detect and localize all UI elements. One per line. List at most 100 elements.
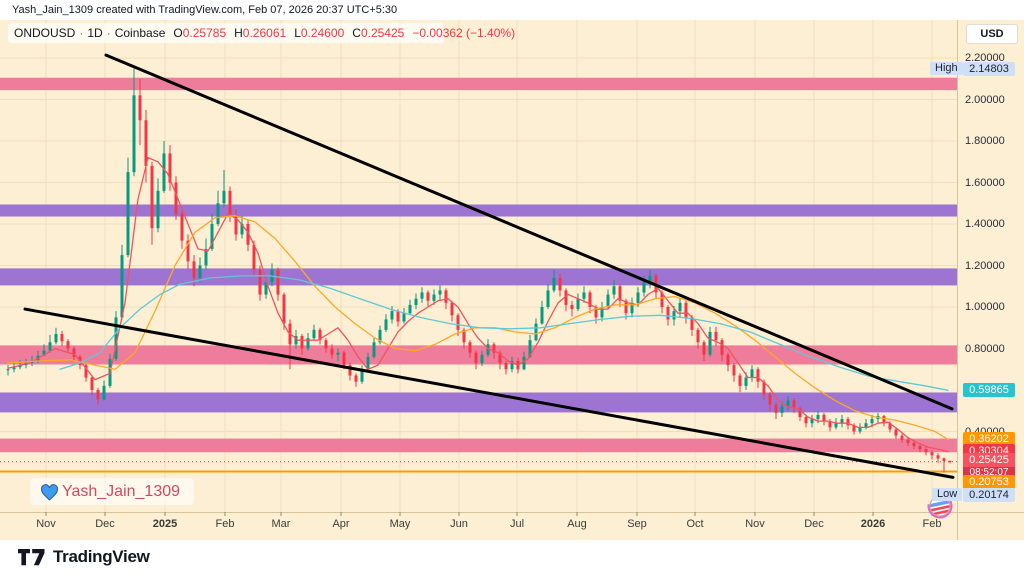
time-scale[interactable]: Nov Dec 2025 Feb Mar Apr May Jun Jul Aug Sep Oct Nov… (0, 512, 958, 538)
price-tick-label: 1.40000 (965, 218, 1005, 230)
time-tick-label: Apr (332, 518, 350, 530)
candle-body (612, 286, 616, 295)
low-key: L (294, 26, 301, 40)
exchange-label: Coinbase (114, 26, 166, 40)
candle-body (402, 313, 406, 322)
candle-body (522, 356, 526, 370)
candle-body (186, 240, 190, 262)
price-scale[interactable]: 2.20000 2.00000 1.80000 1.60000 1.40000 1.200… (958, 20, 1024, 512)
candle-body (840, 419, 844, 424)
candle-body (96, 390, 100, 400)
candle-body (828, 421, 832, 428)
interval-label: 1D (87, 26, 103, 40)
candle-body (294, 336, 298, 345)
candle-body (720, 340, 724, 355)
high-value: 0.26061 (242, 26, 287, 40)
candle-body (54, 333, 58, 343)
candle-body (678, 302, 682, 312)
time-tick-label: May (389, 518, 411, 530)
candle-body (228, 190, 232, 216)
pink-zone[interactable] (0, 345, 957, 365)
candle-body (810, 419, 814, 424)
symbol-name: ONDOUSD (14, 26, 76, 40)
candle-body (822, 414, 826, 422)
currency-unit-button[interactable]: USD (966, 24, 1018, 44)
time-tick-label: Feb (215, 518, 235, 530)
candle-body (888, 423, 892, 430)
candle-body (930, 452, 934, 456)
candle-body (378, 329, 382, 343)
candle-body (210, 224, 214, 249)
attribution-text: Yash_Jain_1309 created with TradingView.… (12, 4, 398, 16)
ma-slow-value-label: 0.59865 (963, 383, 1015, 397)
candle-body (636, 292, 640, 303)
candle-body (942, 458, 946, 461)
candle-body (6, 369, 10, 371)
purple-zone[interactable] (0, 268, 957, 286)
candle-body (786, 400, 790, 407)
candle-body (804, 416, 808, 424)
candle-body (102, 385, 106, 400)
candle-body (492, 344, 496, 353)
candle-body (180, 213, 184, 241)
candle-body (390, 311, 394, 320)
lower-descending-trendline[interactable] (23, 307, 955, 479)
candle-body (816, 414, 820, 420)
ma-slow-line (59, 275, 949, 391)
candle-body (726, 354, 730, 366)
purple-zone[interactable] (0, 392, 957, 413)
candle-body (456, 315, 460, 330)
price-tick-label: 2.00000 (965, 93, 1005, 106)
candle-body (528, 340, 532, 357)
candle-body (480, 354, 484, 364)
candle-body (60, 333, 64, 342)
price-tick-label: 2.20000 (965, 52, 1005, 64)
range-high-label: 2.14803 (963, 62, 1015, 76)
candle-body (90, 377, 94, 390)
low-value: 0.24600 (300, 26, 345, 40)
candle-body (738, 375, 742, 386)
candle-body (468, 342, 472, 353)
pink-zone[interactable] (0, 77, 957, 91)
candle-body (84, 365, 88, 378)
candle-body (360, 369, 364, 382)
candle-body (282, 294, 286, 324)
candle-body (588, 292, 592, 307)
candle-body (558, 277, 562, 291)
candle-body (744, 377, 748, 386)
time-tick-label: 2026 (860, 518, 886, 530)
candle-body (660, 292, 664, 307)
price-tick-label: 1.60000 (965, 176, 1005, 189)
upper-descending-trendline[interactable] (104, 53, 954, 411)
candle-body (384, 319, 388, 330)
candle-body (924, 449, 928, 453)
pink-zone[interactable] (0, 438, 957, 453)
time-tick-label: Dec (95, 518, 115, 530)
candle-body (246, 224, 250, 245)
price-tick-label: 1.00000 (965, 301, 1005, 313)
time-tick-label: Feb (922, 518, 942, 530)
time-tick-label: Jul (509, 518, 525, 530)
time-tick-label: Oct (686, 518, 704, 530)
candle-body (48, 342, 52, 351)
candle-body (750, 369, 754, 378)
candle-body (852, 425, 856, 432)
candle-body (372, 342, 376, 357)
footer-bar (0, 540, 1024, 578)
candle-body (552, 277, 556, 291)
candle-body (306, 338, 310, 349)
range-low-label: 0.20174 (963, 488, 1015, 502)
blue-heart-icon (41, 483, 58, 501)
symbol-legend[interactable]: ONDOUSD · 1D · Coinbase O 0.25785 H 0.2606… (8, 23, 515, 43)
candle-body (222, 190, 226, 204)
tradingview-logo[interactable]: TradingView (18, 547, 150, 567)
candle-body (768, 394, 772, 405)
candle-body (240, 224, 244, 235)
candle-body (618, 286, 622, 301)
high-tag: High (930, 62, 963, 75)
candle-body (906, 439, 910, 443)
candle-body (324, 340, 328, 349)
snapshot-header-bar: Yash_Jain_1309 created with TradingView.… (0, 0, 1024, 20)
candle-body (174, 182, 178, 214)
candle-body (234, 215, 238, 235)
